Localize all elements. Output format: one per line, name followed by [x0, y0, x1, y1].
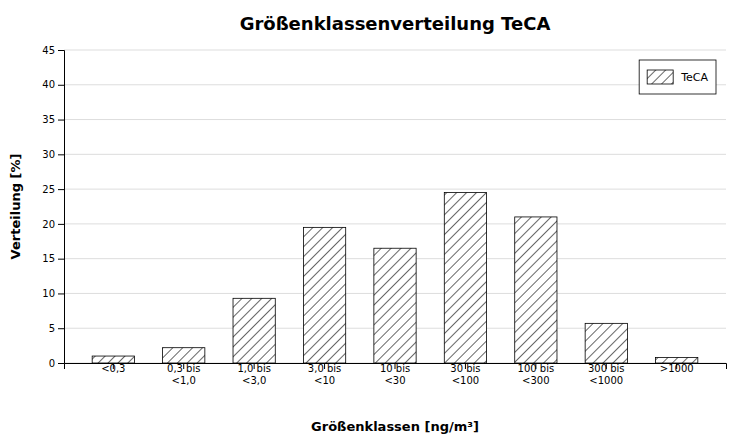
- tick-mark: [58, 120, 64, 121]
- y-axis: 0 5 10 15 20 25 30 35 40 45: [42, 45, 64, 369]
- legend: TeCA: [639, 60, 716, 94]
- bar: [585, 323, 627, 363]
- tick-mark: [58, 363, 64, 364]
- tick-label: <0,3: [101, 363, 125, 374]
- tick-label-line: 10 bis: [380, 363, 410, 374]
- bar: [515, 217, 557, 363]
- tick: 5: [49, 323, 64, 334]
- tick-label-line: <10: [314, 375, 335, 386]
- tick: 10 bis<30: [380, 363, 410, 386]
- tick: 15: [42, 253, 64, 264]
- grid-line: [64, 189, 726, 190]
- bar: [233, 298, 275, 363]
- tick: 100 bis<300: [518, 363, 555, 386]
- tick-label-line: <100: [452, 375, 479, 386]
- plot: 0 5 10 15 20 25 30 35 40 45 <0,3 0,3 bis<1,0 1,0 bis…: [42, 45, 726, 386]
- tick-label: 0,3 bis<1,0: [167, 363, 200, 386]
- tick-label: 1,0 bis<3,0: [237, 363, 270, 386]
- grid-line: [64, 50, 726, 51]
- tick-label: 15: [42, 253, 55, 264]
- tick: 30 bis<100: [450, 363, 480, 386]
- tick-label: 3,0 bis<10: [308, 363, 341, 386]
- chart: 0 5 10 15 20 25 30 35 40 45 <0,3 0,3 bis<1,0 1,0 bis…: [0, 0, 746, 445]
- tick-label: 30: [42, 149, 55, 160]
- tick-mark: [58, 154, 64, 155]
- tick-mark: [58, 328, 64, 329]
- tick-label-line: 300 bis: [588, 363, 625, 374]
- tick-label-line: <1000: [589, 375, 623, 386]
- tick: 20: [42, 219, 64, 230]
- legend-swatch: [647, 70, 673, 84]
- bar: [92, 356, 134, 363]
- tick-label: 10 bis<30: [380, 363, 410, 386]
- legend-item: TeCA: [647, 70, 708, 84]
- tick: 30: [42, 149, 64, 160]
- bars: [92, 193, 698, 363]
- tick-label: 45: [42, 45, 55, 56]
- tick-label-line: >1000: [660, 363, 694, 374]
- x-axis-title: Größenklassen [ng/m³]: [311, 419, 479, 434]
- tick: 40: [42, 79, 64, 90]
- legend-label: TeCA: [680, 71, 708, 84]
- legend-frame: [639, 60, 716, 94]
- axis-line: [58, 51, 65, 364]
- tick-label-line: 100 bis: [518, 363, 555, 374]
- tick-mark: [58, 50, 64, 51]
- bar: [303, 227, 345, 363]
- title: Größenklassenverteilung TeCA: [240, 13, 551, 34]
- tick-label-line: <1,0: [172, 375, 196, 386]
- tick-label: 20: [42, 219, 55, 230]
- y-axis-title: Verteilung [%]: [8, 154, 23, 260]
- tick-label-line: 1,0 bis: [237, 363, 270, 374]
- tick-label: 100 bis<300: [518, 363, 555, 386]
- tick: <0,3: [101, 363, 125, 374]
- bar: [444, 193, 486, 363]
- tick-label: 10: [42, 288, 55, 299]
- tick: 10: [42, 288, 64, 299]
- tick-label: 35: [42, 114, 55, 125]
- tick-label-line: <30: [384, 375, 405, 386]
- bar: [374, 248, 416, 363]
- tick-mark: [58, 224, 64, 225]
- tick: 3,0 bis<10: [308, 363, 341, 386]
- tick-label: 300 bis<1000: [588, 363, 625, 386]
- tick-label-line: 0,3 bis: [167, 363, 200, 374]
- grid-line: [64, 119, 726, 120]
- tick: 1,0 bis<3,0: [237, 363, 270, 386]
- tick: 300 bis<1000: [588, 363, 625, 386]
- tick-mark: [58, 189, 64, 190]
- grid: [64, 50, 726, 363]
- tick-label: >1000: [660, 363, 694, 374]
- tick: 35: [42, 114, 64, 125]
- tick-label: 40: [42, 79, 55, 90]
- tick-label-line: <300: [522, 375, 549, 386]
- tick-label: 5: [49, 323, 55, 334]
- tick-label-line: <0,3: [101, 363, 125, 374]
- tick-label-line: 3,0 bis: [308, 363, 341, 374]
- tick: 0: [49, 358, 64, 369]
- tick: 25: [42, 184, 64, 195]
- tick: 0,3 bis<1,0: [167, 363, 200, 386]
- x-axis: <0,3 0,3 bis<1,0 1,0 bis<3,0 3,0 bis<10 10 b…: [65, 363, 727, 386]
- tick: 45: [42, 45, 64, 56]
- grid-line: [64, 223, 726, 224]
- tick-label: 0: [49, 358, 55, 369]
- tick-mark: [58, 293, 64, 294]
- tick-mark: [58, 85, 64, 86]
- grid-line: [64, 154, 726, 155]
- tick-label: 30 bis<100: [450, 363, 480, 386]
- grid-line: [64, 84, 726, 85]
- tick-label: 25: [42, 184, 55, 195]
- tick: >1000: [660, 363, 694, 374]
- tick-label-line: <3,0: [242, 375, 266, 386]
- tick-mark: [58, 259, 64, 260]
- tick-label-line: 30 bis: [450, 363, 480, 374]
- bar: [163, 348, 205, 363]
